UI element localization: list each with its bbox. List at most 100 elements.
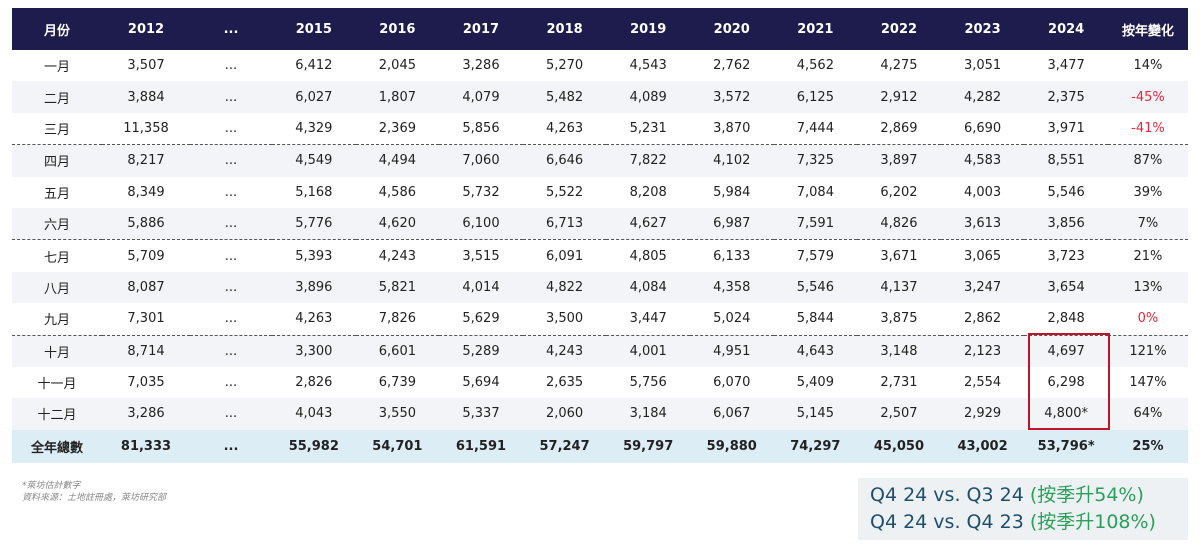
table-cell: 4,137	[857, 271, 941, 304]
table-cell: 2,826	[295, 375, 333, 391]
table-cell: 4,084	[606, 271, 690, 304]
table-cell: 3,870	[689, 112, 774, 146]
total-cell: 全年總數	[12, 429, 102, 463]
table-cell: 4,543	[629, 58, 667, 74]
table-cell: 7,084	[796, 184, 834, 200]
table-cell: 4,643	[773, 335, 858, 367]
table-row: 十二月 3,286... 4,043 3,550 5,337 2,060 3,184 6,06…	[12, 398, 1188, 430]
table-cell: 2,762	[713, 58, 751, 74]
table-row: 六月 5,886... 5,776 4,620 6,100 6,713 4,627 6,987…	[12, 207, 1188, 241]
table-row: 九月 7,301... 4,263 7,826 5,629 3,500 3,447 5,024…	[12, 303, 1188, 336]
table-cell: 7,060	[439, 144, 523, 177]
table-cell: 6,987	[689, 207, 774, 241]
summary-change: (按季升54%)	[1029, 484, 1144, 506]
table-row: 七月 5,709... 5,393 4,243 3,515 6,091 4,805 6,133…	[12, 240, 1188, 272]
table-cell: 14%	[1133, 58, 1163, 74]
header-cell: 按年變化	[1107, 8, 1188, 50]
table-cell: 3,896	[272, 271, 356, 304]
table-cell: 4,627	[606, 207, 690, 241]
table-cell: ...	[224, 375, 238, 391]
total-cell: 54,701	[355, 429, 440, 463]
summary-change: (按季升108%)	[1029, 511, 1156, 533]
table-cell: 5,522	[545, 184, 584, 200]
table-cell: 7,035	[127, 375, 165, 391]
note: *萊坊估計數字	[22, 481, 81, 491]
table-cell: 4,003	[963, 184, 1002, 200]
table-cell: 5,844	[773, 303, 858, 336]
table-cell: 5,984	[713, 184, 751, 200]
table-cell: 3,875	[857, 303, 941, 336]
table-cell: 九月	[12, 303, 102, 336]
table-cell: 2,507	[857, 398, 941, 430]
table-cell: 2,369	[355, 112, 440, 146]
table-cell: 4,014	[439, 271, 523, 304]
header-cell: 2024	[1024, 8, 1108, 50]
table-cell: 64%	[1107, 398, 1188, 430]
table-cell: 4,358	[689, 271, 774, 304]
table-cell: 六月	[12, 207, 102, 241]
table-cell: 4,329	[272, 112, 356, 146]
table-cell: 5,694	[462, 375, 500, 391]
summary-label: Q4 24 vs. Q4 23	[870, 511, 1024, 533]
table-cell: 2,635	[545, 375, 584, 391]
table-cell: 7,822	[606, 144, 690, 177]
table-cell: 4,079	[439, 81, 523, 113]
header-cell: 2020	[689, 8, 774, 50]
table-cell: 3,051	[963, 58, 1002, 74]
table-cell: 十二月	[12, 398, 102, 430]
table-cell: 5,709	[127, 248, 165, 264]
table-cell: 3,897	[857, 144, 941, 177]
table-cell: 3,856	[1024, 207, 1108, 241]
table-cell: 13%	[1107, 271, 1188, 304]
table-cell: 11,358	[102, 112, 190, 146]
table-cell: 4,805	[629, 248, 667, 264]
table-cell: 6,091	[545, 248, 584, 264]
table-cell: 4,494	[355, 144, 440, 177]
table-cell: ...	[224, 58, 238, 74]
table-cell: 3,500	[522, 303, 607, 336]
table-row: 一月 3,507... 6,412 2,045 3,286 5,270 4,543 2,762…	[12, 50, 1188, 81]
header-cell: 2021	[773, 8, 858, 50]
table-cell: 4,043	[272, 398, 356, 430]
table-cell: 7,579	[796, 248, 834, 264]
table-cell: 2,731	[880, 375, 918, 391]
table-cell: 4,826	[857, 207, 941, 241]
summary-label: Q4 24 vs. Q3 24	[870, 484, 1024, 506]
table-cell: 2,862	[940, 303, 1025, 336]
table-cell: 4,275	[880, 58, 918, 74]
total-cell: 81,333	[102, 429, 190, 463]
table-cell: 7,826	[355, 303, 440, 336]
data-table: 月份 2012... 2015 2016 2017 2018 2019 2020 2021 202…	[12, 8, 1188, 463]
table-cell: 3,572	[689, 81, 774, 113]
table-cell: 6,133	[713, 248, 751, 264]
table-cell: 5,776	[272, 207, 356, 241]
table-cell: 8,551	[1024, 144, 1108, 177]
table-cell: 5,289	[439, 335, 523, 367]
table-cell: ...	[190, 335, 272, 367]
table-cell: 7%	[1107, 207, 1188, 241]
table-cell: 十月	[12, 335, 102, 367]
table-cell: 七月	[43, 250, 70, 266]
table-cell: 八月	[12, 271, 102, 304]
header-cell: 2017	[439, 8, 523, 50]
table-cell: 5,393	[295, 248, 333, 264]
table-cell: 8,087	[102, 271, 190, 304]
table-cell: 3,447	[606, 303, 690, 336]
table-cell: 4,586	[378, 184, 416, 200]
header-cell: 2015	[272, 8, 356, 50]
table-cell: ...	[190, 271, 272, 304]
table-cell: 2,375	[1024, 81, 1108, 113]
table-cell: 4,951	[689, 335, 774, 367]
total-row: 全年總數 81,333... 55,982 54,701 61,591 57,247 59,…	[12, 429, 1188, 463]
total-cell: 61,591	[439, 429, 523, 463]
header-cell: 2018	[522, 8, 607, 50]
notes: *萊坊估計數字 資料來源：土地註冊處，萊坊研究部	[22, 480, 166, 504]
table-cell: 6,298	[1047, 375, 1085, 391]
table-cell: 5,409	[796, 375, 834, 391]
table-cell: 2,123	[940, 335, 1025, 367]
table-cell: 4,583	[940, 144, 1025, 177]
table-cell: 5,482	[522, 81, 607, 113]
summary-line: Q4 24 vs. Q3 24 (按季升54%)	[870, 482, 1188, 509]
table-cell: 6,125	[773, 81, 858, 113]
